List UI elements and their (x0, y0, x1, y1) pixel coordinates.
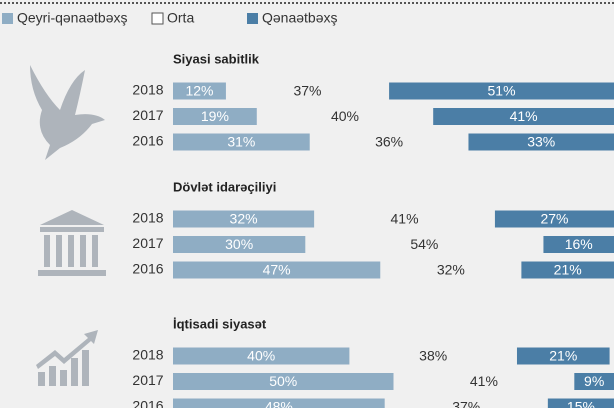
legend-label: Qənaətbəxş (262, 10, 338, 26)
legend-label: Qeyri-qənaətbəxş (17, 10, 128, 26)
year-label: 2017 (132, 372, 163, 388)
bar-segment (516, 347, 610, 365)
value-label: 32% (230, 211, 258, 227)
value-label: 50% (269, 373, 297, 389)
year-label: 2016 (132, 133, 163, 149)
legend-label: Orta (167, 10, 194, 26)
panel-title: Siyasi sabitlik (173, 51, 260, 66)
bar-segment (173, 133, 310, 151)
value-label: 41% (391, 211, 419, 227)
bar-segment (574, 373, 614, 390)
year-label: 2017 (132, 235, 163, 251)
value-label: 21% (549, 348, 577, 364)
legend-swatch (2, 13, 13, 24)
value-label: 47% (263, 262, 291, 278)
year-label: 2018 (132, 347, 163, 363)
bar-segment (173, 261, 381, 279)
bar-segment (389, 82, 614, 100)
value-label: 54% (410, 236, 438, 252)
value-label: 19% (201, 108, 229, 124)
value-label: 37% (452, 399, 480, 408)
value-label: 37% (293, 83, 321, 99)
bar-segment (173, 236, 306, 253)
value-label: 40% (331, 108, 359, 124)
bar-segment (173, 398, 385, 408)
value-label: 31% (227, 134, 255, 150)
growth-icon (36, 330, 98, 386)
bar-segment (494, 210, 614, 228)
value-label: 9% (584, 373, 604, 389)
bar-segment (173, 373, 394, 390)
value-label: 38% (419, 348, 447, 364)
bar-segment (521, 261, 614, 279)
value-label: 30% (225, 236, 253, 252)
bar-segment (433, 108, 614, 125)
value-label: 36% (375, 134, 403, 150)
year-label: 2017 (132, 107, 163, 123)
value-label: 40% (247, 348, 275, 364)
bar-segment (173, 108, 257, 125)
year-label: 2018 (132, 210, 163, 226)
legend-swatch (151, 12, 164, 25)
bar-segment (547, 398, 614, 408)
year-label: 2016 (132, 261, 163, 277)
value-label: 21% (554, 262, 582, 278)
value-label: 16% (565, 236, 593, 252)
bar-segment (173, 210, 315, 228)
value-label: 27% (540, 211, 568, 227)
bar-segment (173, 347, 350, 365)
legend-swatch (247, 13, 258, 24)
year-label: 2016 (132, 398, 163, 408)
value-label: 33% (527, 134, 555, 150)
dove-icon (30, 65, 105, 160)
bar-segment (543, 236, 614, 253)
value-label: 41% (510, 108, 538, 124)
value-label: 12% (185, 83, 213, 99)
value-label: 32% (437, 262, 465, 278)
value-label: 48% (265, 399, 293, 408)
bar-segment (173, 82, 226, 100)
value-label: 51% (488, 83, 516, 99)
bar-segment (468, 133, 614, 151)
panel-title: İqtisadi siyasət (173, 316, 267, 331)
value-label: 41% (470, 373, 498, 389)
year-label: 2018 (132, 82, 163, 98)
panel-title: Dövlət idarəçiliyi (173, 179, 276, 194)
value-label: 15% (567, 399, 595, 408)
building-icon (38, 210, 106, 276)
